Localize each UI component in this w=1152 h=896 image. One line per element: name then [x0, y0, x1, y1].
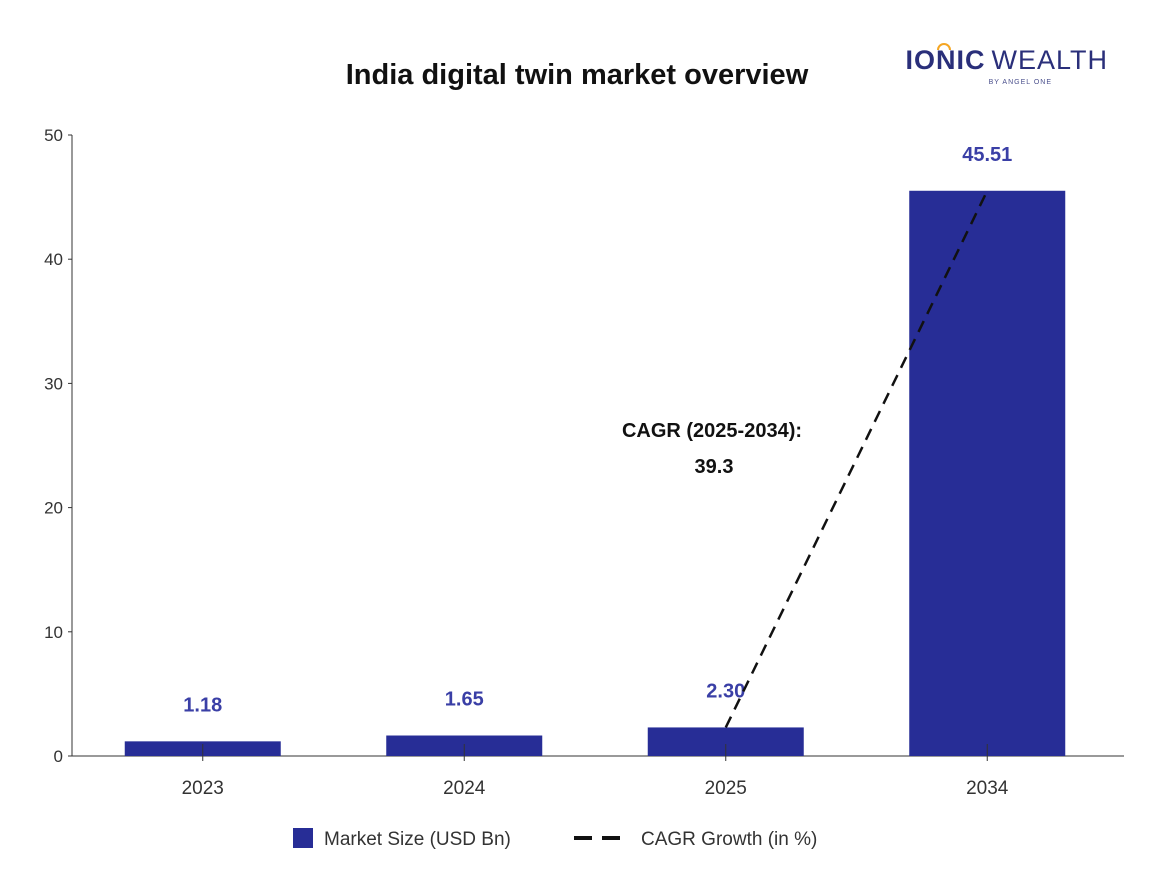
- x-tick-label-2023: 2023: [182, 778, 224, 799]
- y-tick-label: 20: [44, 499, 63, 518]
- data-label-2034: 45.51: [962, 144, 1012, 166]
- data-label-2023: 1.18: [183, 694, 222, 716]
- data-label-2025: 2.30: [706, 680, 745, 702]
- brand-tagline: BY ANGEL ONE: [989, 79, 1052, 86]
- y-ticks: 0 10 20 30 40 50: [44, 126, 72, 766]
- legend: Market Size (USD Bn) CAGR Growth (in %): [293, 828, 817, 850]
- brand-logo: IONIC WEALTH BY ANGEL ONE: [905, 43, 1108, 86]
- legend-line-label: CAGR Growth (in %): [641, 829, 817, 850]
- cagr-annotation-label: CAGR (2025-2034):: [622, 420, 802, 442]
- y-tick-label: 40: [44, 250, 63, 269]
- data-labels: 1.18 1.65 2.30 45.51: [183, 144, 1012, 717]
- brand-name-light: WEALTH: [991, 45, 1108, 75]
- y-tick-label: 50: [44, 126, 63, 145]
- legend-bar-label: Market Size (USD Bn): [324, 829, 511, 850]
- x-tick-label-2034: 2034: [966, 778, 1009, 799]
- bar-2034: [909, 190, 1066, 756]
- x-tick-label-2025: 2025: [705, 778, 747, 799]
- brand-sun-icon: [937, 43, 951, 51]
- y-tick-label: 0: [54, 747, 63, 766]
- bars: [124, 190, 1066, 756]
- cagr-annotation-value: 39.3: [695, 456, 734, 478]
- x-ticks: 2023 2024 2025 2034: [182, 744, 1009, 799]
- brand-name-bold: IONIC: [905, 45, 985, 75]
- x-tick-label-2024: 2024: [443, 778, 486, 799]
- brand-name: IONIC WEALTH: [905, 45, 1108, 75]
- legend-bar-swatch: [293, 828, 313, 848]
- y-tick-label: 10: [44, 623, 63, 642]
- y-tick-label: 30: [44, 374, 63, 393]
- data-label-2024: 1.65: [445, 689, 484, 711]
- chart-title: India digital twin market overview: [346, 59, 809, 91]
